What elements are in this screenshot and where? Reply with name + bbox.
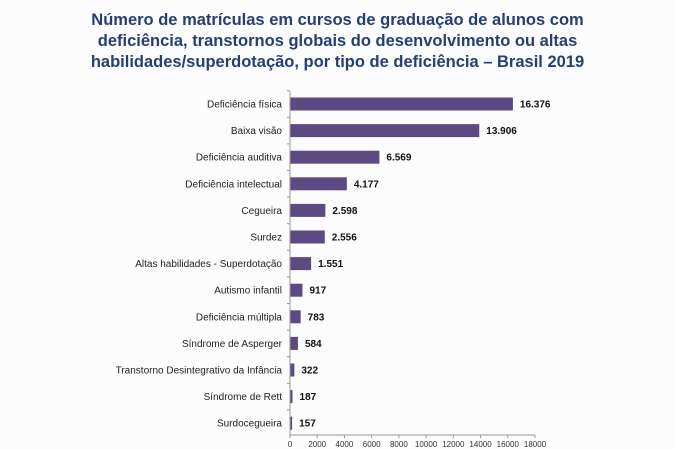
data-label: 2.556 — [332, 233, 357, 244]
data-label: 783 — [308, 312, 325, 323]
x-tick-label: 0 — [288, 440, 293, 449]
x-tick-label: 18000 — [524, 440, 547, 449]
category-label: Altas habilidades - Superdotação — [135, 259, 282, 270]
data-label: 4.177 — [354, 179, 379, 190]
x-tick-label: 6000 — [363, 440, 381, 449]
bar — [290, 390, 293, 404]
category-label: Autismo infantil — [214, 286, 282, 297]
bar — [290, 257, 312, 271]
chart-title: Número de matrículas em cursos de gradua… — [90, 11, 585, 71]
category-label: Deficiência física — [207, 100, 282, 111]
x-tick-label: 8000 — [390, 440, 408, 449]
category-label: Baixa visão — [231, 126, 283, 137]
data-label: 157 — [299, 419, 316, 430]
bar — [290, 177, 347, 191]
data-label: 2.598 — [332, 206, 357, 217]
category-label: Síndrome de Rett — [204, 392, 283, 403]
bar — [290, 97, 513, 111]
x-tick-label: 12000 — [442, 440, 465, 449]
data-label: 13.906 — [486, 126, 517, 137]
bar — [290, 124, 480, 138]
category-label: Deficiência intelectual — [185, 179, 282, 190]
category-label: Deficiência auditiva — [196, 153, 283, 164]
x-tick-label: 2000 — [308, 440, 326, 449]
data-label: 16.376 — [520, 100, 551, 111]
bar — [290, 230, 325, 244]
category-label: Cegueira — [241, 206, 282, 217]
bar — [290, 283, 303, 297]
x-tick-label: 14000 — [469, 440, 492, 449]
bar — [290, 416, 293, 430]
data-label: 584 — [305, 339, 322, 350]
x-tick-label: 10000 — [415, 440, 438, 449]
category-label: Deficiência múltipla — [196, 312, 283, 323]
category-label: Síndrome de Asperger — [182, 339, 283, 350]
data-label: 187 — [300, 392, 317, 403]
x-tick-label: 16000 — [497, 440, 520, 449]
bar — [290, 310, 301, 324]
category-label: Surdez — [250, 233, 282, 244]
bar — [290, 363, 295, 377]
x-tick-label: 4000 — [336, 440, 354, 449]
category-label: Surdocegueira — [217, 419, 282, 430]
data-label: 1.551 — [318, 259, 343, 270]
category-label: Transtorno Desintegrativo da Infância — [116, 366, 283, 377]
bar — [290, 150, 380, 164]
data-label: 6.569 — [386, 153, 411, 164]
data-label: 322 — [301, 366, 318, 377]
bar — [290, 203, 326, 217]
bar — [290, 336, 298, 350]
data-label: 917 — [309, 286, 326, 297]
